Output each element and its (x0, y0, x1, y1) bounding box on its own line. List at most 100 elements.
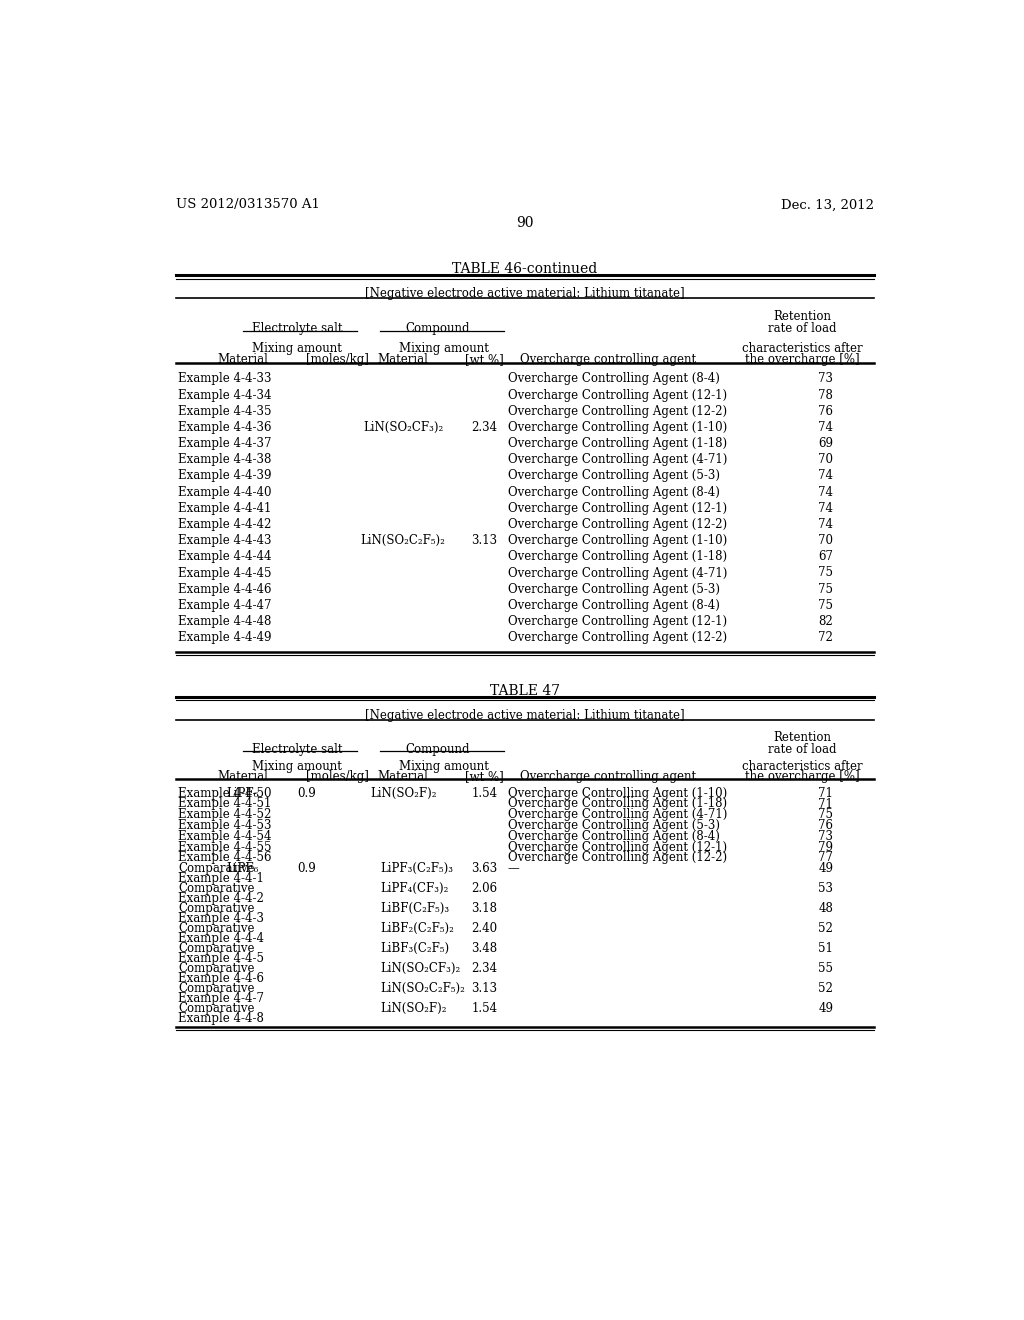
Text: the overcharge [%]: the overcharge [%] (744, 354, 859, 366)
Text: LiBF₃(C₂F₅): LiBF₃(C₂F₅) (380, 942, 449, 956)
Text: Overcharge controlling agent: Overcharge controlling agent (520, 770, 696, 783)
Text: characteristics after: characteristics after (742, 760, 862, 772)
Text: [moles/kg]: [moles/kg] (306, 354, 369, 366)
Text: Material: Material (378, 354, 429, 366)
Text: Overcharge Controlling Agent (8-4): Overcharge Controlling Agent (8-4) (508, 830, 720, 843)
Text: Material: Material (378, 770, 429, 783)
Text: Example 4-4-3: Example 4-4-3 (178, 912, 264, 925)
Text: Example 4-4-51: Example 4-4-51 (178, 797, 271, 810)
Text: Example 4-4-55: Example 4-4-55 (178, 841, 272, 854)
Text: Material: Material (217, 354, 268, 366)
Text: Comparative: Comparative (178, 862, 255, 875)
Text: Overcharge Controlling Agent (1-10): Overcharge Controlling Agent (1-10) (508, 421, 727, 434)
Text: 2.40: 2.40 (471, 923, 498, 936)
Text: LiN(SO₂C₂F₅)₂: LiN(SO₂C₂F₅)₂ (380, 982, 465, 995)
Text: LiBF(C₂F₅)₃: LiBF(C₂F₅)₃ (380, 903, 449, 915)
Text: Overcharge Controlling Agent (1-18): Overcharge Controlling Agent (1-18) (508, 437, 727, 450)
Text: 74: 74 (818, 421, 834, 434)
Text: 49: 49 (818, 862, 834, 875)
Text: Example 4-4-56: Example 4-4-56 (178, 851, 272, 865)
Text: Mixing amount: Mixing amount (399, 342, 489, 355)
Text: Overcharge Controlling Agent (5-3): Overcharge Controlling Agent (5-3) (508, 470, 720, 483)
Text: 70: 70 (818, 453, 834, 466)
Text: 75: 75 (818, 808, 834, 821)
Text: Example 4-4-5: Example 4-4-5 (178, 952, 264, 965)
Text: 74: 74 (818, 486, 834, 499)
Text: LiN(SO₂C₂F₅)₂: LiN(SO₂C₂F₅)₂ (360, 535, 445, 548)
Text: Example 4-4-8: Example 4-4-8 (178, 1012, 264, 1026)
Text: Overcharge Controlling Agent (4-71): Overcharge Controlling Agent (4-71) (508, 566, 727, 579)
Text: 82: 82 (818, 615, 834, 628)
Text: LiPF₄(CF₃)₂: LiPF₄(CF₃)₂ (380, 882, 449, 895)
Text: Overcharge Controlling Agent (12-1): Overcharge Controlling Agent (12-1) (508, 615, 727, 628)
Text: [moles/kg]: [moles/kg] (306, 770, 369, 783)
Text: 67: 67 (818, 550, 834, 564)
Text: —: — (508, 862, 519, 875)
Text: 1.54: 1.54 (471, 1002, 498, 1015)
Text: Overcharge Controlling Agent (4-71): Overcharge Controlling Agent (4-71) (508, 808, 727, 821)
Text: Comparative: Comparative (178, 942, 255, 956)
Text: Comparative: Comparative (178, 982, 255, 995)
Text: Example 4-4-33: Example 4-4-33 (178, 372, 272, 385)
Text: Example 4-4-40: Example 4-4-40 (178, 486, 272, 499)
Text: 69: 69 (818, 437, 834, 450)
Text: LiN(SO₂CF₃)₂: LiN(SO₂CF₃)₂ (362, 421, 443, 434)
Text: Example 4-4-37: Example 4-4-37 (178, 437, 272, 450)
Text: LiN(SO₂F)₂: LiN(SO₂F)₂ (380, 1002, 446, 1015)
Text: Example 4-4-45: Example 4-4-45 (178, 566, 272, 579)
Text: Mixing amount: Mixing amount (252, 342, 342, 355)
Text: 52: 52 (818, 982, 834, 995)
Text: Overcharge Controlling Agent (5-3): Overcharge Controlling Agent (5-3) (508, 582, 720, 595)
Text: Comparative: Comparative (178, 882, 255, 895)
Text: Example 4-4-38: Example 4-4-38 (178, 453, 271, 466)
Text: LiPF₆: LiPF₆ (226, 787, 259, 800)
Text: [wt %]: [wt %] (465, 354, 504, 366)
Text: Comparative: Comparative (178, 1002, 255, 1015)
Text: [Negative electrode active material: Lithium titanate]: [Negative electrode active material: Lit… (365, 286, 685, 300)
Text: LiPF₃(C₂F₅)₃: LiPF₃(C₂F₅)₃ (380, 862, 453, 875)
Text: 75: 75 (818, 582, 834, 595)
Text: Comparative: Comparative (178, 923, 255, 936)
Text: 75: 75 (818, 566, 834, 579)
Text: Overcharge Controlling Agent (12-2): Overcharge Controlling Agent (12-2) (508, 405, 727, 418)
Text: characteristics after: characteristics after (742, 342, 862, 355)
Text: 0.9: 0.9 (297, 862, 315, 875)
Text: Comparative: Comparative (178, 962, 255, 975)
Text: 74: 74 (818, 470, 834, 483)
Text: 2.06: 2.06 (471, 882, 498, 895)
Text: 73: 73 (818, 372, 834, 385)
Text: 3.13: 3.13 (471, 982, 498, 995)
Text: Example 4-4-54: Example 4-4-54 (178, 830, 272, 843)
Text: 2.34: 2.34 (471, 421, 498, 434)
Text: 55: 55 (818, 962, 834, 975)
Text: Retention: Retention (773, 730, 831, 743)
Text: Example 4-4-34: Example 4-4-34 (178, 388, 272, 401)
Text: Electrolyte salt: Electrolyte salt (252, 322, 342, 335)
Text: Mixing amount: Mixing amount (399, 760, 489, 772)
Text: 76: 76 (818, 818, 834, 832)
Text: Example 4-4-7: Example 4-4-7 (178, 993, 264, 1006)
Text: Comparative: Comparative (178, 903, 255, 915)
Text: TABLE 47: TABLE 47 (489, 684, 560, 698)
Text: Overcharge Controlling Agent (12-2): Overcharge Controlling Agent (12-2) (508, 631, 727, 644)
Text: 71: 71 (818, 787, 834, 800)
Text: Dec. 13, 2012: Dec. 13, 2012 (780, 198, 873, 211)
Text: the overcharge [%]: the overcharge [%] (744, 770, 859, 783)
Text: 90: 90 (516, 216, 534, 230)
Text: Overcharge Controlling Agent (8-4): Overcharge Controlling Agent (8-4) (508, 486, 720, 499)
Text: 48: 48 (818, 903, 834, 915)
Text: Example 4-4-47: Example 4-4-47 (178, 599, 272, 612)
Text: 3.48: 3.48 (471, 942, 498, 956)
Text: Overcharge Controlling Agent (4-71): Overcharge Controlling Agent (4-71) (508, 453, 727, 466)
Text: Example 4-4-4: Example 4-4-4 (178, 932, 264, 945)
Text: 52: 52 (818, 923, 834, 936)
Text: Example 4-4-36: Example 4-4-36 (178, 421, 272, 434)
Text: Compound: Compound (406, 322, 470, 335)
Text: 2.34: 2.34 (471, 962, 498, 975)
Text: 3.13: 3.13 (471, 535, 498, 548)
Text: 0.9: 0.9 (297, 787, 315, 800)
Text: Example 4-4-35: Example 4-4-35 (178, 405, 272, 418)
Text: Example 4-4-53: Example 4-4-53 (178, 818, 272, 832)
Text: LiN(SO₂F)₂: LiN(SO₂F)₂ (370, 787, 436, 800)
Text: Overcharge Controlling Agent (12-2): Overcharge Controlling Agent (12-2) (508, 517, 727, 531)
